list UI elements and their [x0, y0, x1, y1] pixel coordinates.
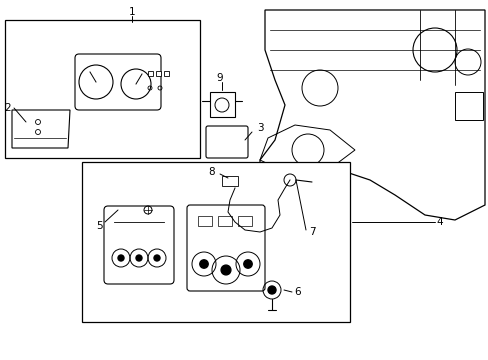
FancyBboxPatch shape [75, 54, 161, 110]
Text: 9: 9 [216, 73, 223, 83]
Circle shape [136, 255, 142, 261]
Bar [238, 216, 251, 226]
Bar [82, 162, 349, 322]
Text: 8: 8 [208, 167, 215, 177]
Text: 7: 7 [308, 227, 315, 237]
Bar [163, 71, 169, 76]
Bar [454, 92, 482, 120]
FancyBboxPatch shape [205, 126, 247, 158]
Circle shape [154, 255, 160, 261]
FancyBboxPatch shape [186, 205, 264, 291]
Text: 2: 2 [5, 103, 11, 113]
Bar [5, 20, 200, 158]
Circle shape [200, 260, 208, 268]
Bar [222, 176, 238, 186]
Circle shape [267, 286, 275, 294]
Bar [148, 71, 153, 76]
FancyBboxPatch shape [104, 206, 174, 284]
Text: 1: 1 [128, 7, 135, 17]
Bar [218, 216, 231, 226]
Text: 4: 4 [436, 217, 443, 227]
Circle shape [118, 255, 124, 261]
Bar [156, 71, 161, 76]
Bar [209, 92, 235, 117]
Text: 5: 5 [97, 221, 103, 231]
Circle shape [244, 260, 252, 268]
Text: 6: 6 [294, 287, 301, 297]
Circle shape [221, 265, 230, 275]
Bar [198, 216, 212, 226]
Text: 3: 3 [256, 123, 263, 133]
